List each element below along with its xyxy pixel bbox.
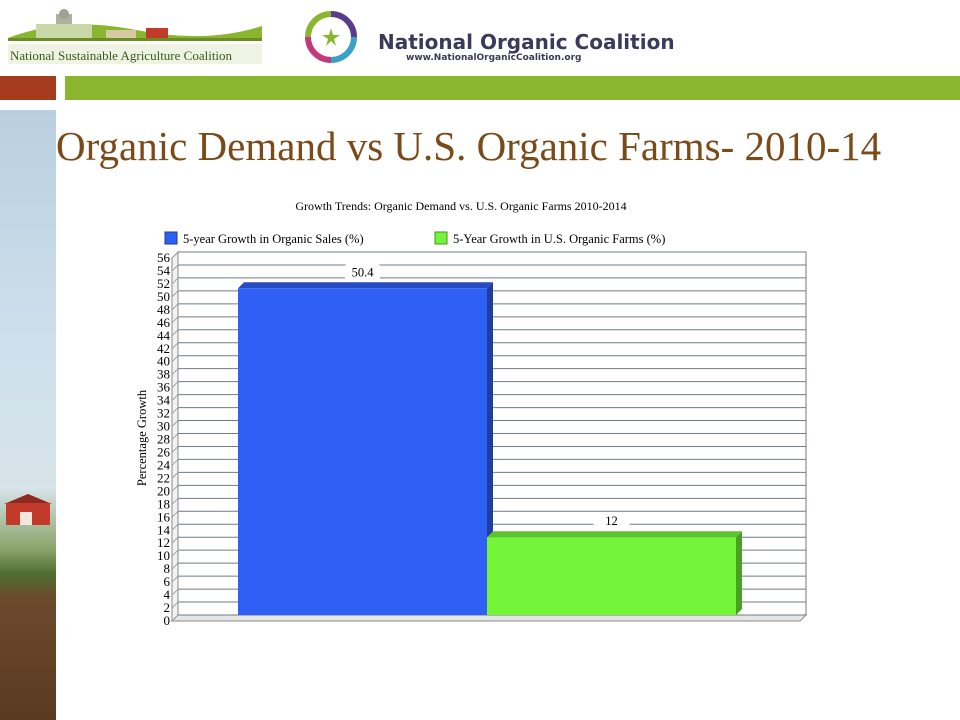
noc-logo-name: National Organic Coalition xyxy=(378,30,675,54)
y-tick-label: 50 xyxy=(157,289,170,304)
gridline-side xyxy=(171,355,179,363)
legend-swatch xyxy=(434,231,448,245)
gridline-side xyxy=(171,316,179,324)
gridline-side xyxy=(171,407,179,414)
gridline-side xyxy=(171,251,179,259)
gridline-side xyxy=(171,342,179,350)
y-tick-label: 32 xyxy=(157,406,170,421)
bar-top xyxy=(487,531,742,538)
data-label: 12 xyxy=(605,514,618,528)
bar-top xyxy=(238,282,493,289)
gridline-side xyxy=(171,510,179,518)
y-tick-label: 26 xyxy=(157,444,171,459)
farm-photo-strip xyxy=(0,110,56,720)
y-tick-label: 0 xyxy=(164,613,171,628)
y-tick-label: 10 xyxy=(157,548,170,563)
y-tick-label: 40 xyxy=(157,354,170,369)
gridline-side xyxy=(171,264,179,272)
noc-logo-mark-icon xyxy=(305,11,357,63)
y-tick-label: 52 xyxy=(157,276,170,291)
y-axis-label: Percentage Growth xyxy=(135,389,149,486)
y-tick-label: 4 xyxy=(164,587,171,602)
gridline-side xyxy=(171,472,179,479)
y-tick-label: 38 xyxy=(157,367,170,382)
gridline-side xyxy=(171,588,179,596)
y-tick-label: 28 xyxy=(157,432,170,447)
plot-area: 0246810121416182022242628303234363840424… xyxy=(157,250,808,628)
gridline-side xyxy=(171,562,179,570)
legend-label: 5-Year Growth in U.S. Organic Farms (%) xyxy=(453,232,665,246)
accent-red-block xyxy=(0,76,56,100)
nsac-logo-text: National Sustainable Agriculture Coaliti… xyxy=(10,48,233,63)
gridline-side xyxy=(171,549,179,557)
y-tick-label: 22 xyxy=(157,470,170,485)
y-tick-label: 6 xyxy=(164,574,171,589)
gridline-side xyxy=(171,575,179,583)
gridline-side xyxy=(171,381,179,388)
chart-legend: 5-year Growth in Organic Sales (%) 5-Year… xyxy=(164,231,665,246)
gridline-side xyxy=(171,536,179,544)
y-tick-label: 44 xyxy=(157,328,171,343)
gridline-side xyxy=(171,601,179,609)
y-tick-label: 14 xyxy=(157,522,171,537)
legend-label: 5-year Growth in Organic Sales (%) xyxy=(183,232,364,246)
bar xyxy=(487,537,736,615)
y-tick-label: 20 xyxy=(157,483,170,498)
accent-green-bar xyxy=(65,76,960,100)
gridline-side xyxy=(171,368,179,376)
y-tick-label: 18 xyxy=(157,496,170,511)
bar-side xyxy=(736,531,742,615)
gridline-side xyxy=(171,303,179,311)
gridline-side xyxy=(171,329,179,337)
gridline-side xyxy=(171,523,179,531)
legend-swatch xyxy=(164,231,178,245)
data-label: 50.4 xyxy=(352,265,375,279)
gridline-side xyxy=(171,446,179,453)
data-label-bg xyxy=(593,513,630,529)
gridline-side xyxy=(171,290,179,298)
nsac-logo: National Sustainable Agriculture Coaliti… xyxy=(8,9,262,64)
gridline-side xyxy=(171,420,179,427)
y-tick-label: 34 xyxy=(157,393,171,408)
y-tick-label: 54 xyxy=(157,263,171,278)
bar-side xyxy=(487,282,493,615)
y-tick-label: 48 xyxy=(157,302,170,317)
plot-floor xyxy=(170,614,808,622)
y-tick-label: 2 xyxy=(164,600,171,615)
bar xyxy=(238,288,487,615)
gridline-side xyxy=(171,497,179,505)
y-tick-label: 24 xyxy=(157,457,171,472)
gridline-side xyxy=(171,433,179,440)
y-tick-label: 36 xyxy=(157,380,171,395)
chart-title: Growth Trends: Organic Demand vs. U.S. O… xyxy=(295,199,626,213)
y-tick-label: 56 xyxy=(157,250,171,265)
gridline-side xyxy=(171,614,179,622)
gridline-side xyxy=(171,485,179,492)
barn-roof xyxy=(4,494,52,504)
y-tick-label: 8 xyxy=(164,561,171,576)
y-tick-label: 12 xyxy=(157,535,170,550)
gridline-side xyxy=(171,394,179,401)
noc-logo-url: www.NationalOrganicCoalition.org xyxy=(406,53,582,63)
gridline-side xyxy=(171,459,179,466)
gridline-side xyxy=(171,277,179,285)
y-tick-label: 16 xyxy=(157,509,171,524)
data-label-bg xyxy=(344,264,381,280)
barn-door xyxy=(20,512,32,525)
slide-title: Organic Demand vs U.S. Organic Farms- 20… xyxy=(56,123,882,169)
y-tick-label: 46 xyxy=(157,315,171,330)
y-tick-label: 42 xyxy=(157,341,170,356)
y-tick-label: 30 xyxy=(157,419,170,434)
